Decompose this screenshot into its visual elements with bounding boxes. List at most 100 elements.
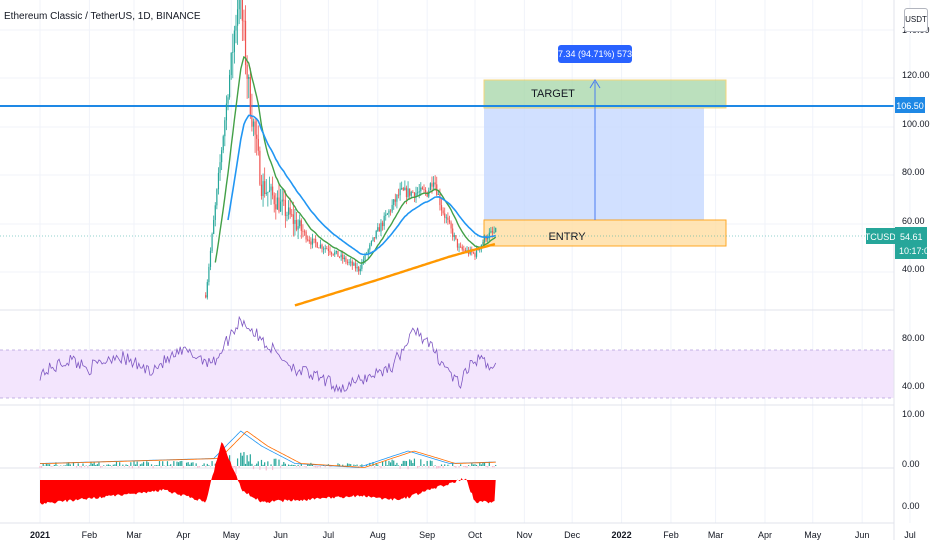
candle-body <box>270 186 272 191</box>
candle-body <box>340 254 342 258</box>
candle-body <box>307 239 309 241</box>
currency-button[interactable]: USDT <box>904 8 928 32</box>
candle-body <box>268 190 271 192</box>
macd-histogram-bar <box>259 466 261 470</box>
candle-body <box>450 222 452 229</box>
macd-histogram-bar <box>238 466 240 468</box>
time-axis-label: Aug <box>370 530 386 540</box>
macd-histogram-bar <box>249 454 251 466</box>
macd-histogram-bar <box>307 463 309 466</box>
macd-histogram-bar <box>58 466 60 467</box>
time-axis-label: Mar <box>708 530 724 540</box>
candle-body <box>372 237 374 241</box>
candle-body <box>380 222 382 232</box>
macd-histogram-bar <box>192 462 194 466</box>
macd-histogram-bar <box>170 464 172 466</box>
ema-fast-line <box>214 55 497 264</box>
candle-body <box>375 230 377 239</box>
macd-histogram-bar <box>279 466 282 469</box>
macd-histogram-bar <box>117 466 119 468</box>
candle-body <box>308 239 310 242</box>
candle-body <box>361 262 363 269</box>
macd-histogram-bar <box>311 464 314 466</box>
candle-body <box>305 231 307 240</box>
macd-histogram-bar <box>55 462 57 466</box>
macd-histogram-bar <box>453 466 455 467</box>
target-label: TARGET <box>531 88 575 100</box>
macd-histogram-bar <box>90 461 92 466</box>
macd-histogram-bar <box>135 464 137 466</box>
candle-body <box>407 188 409 198</box>
candle-body <box>404 187 406 191</box>
macd-histogram-bar <box>173 461 175 466</box>
rsi-axis[interactable]: 80.00 40.00 <box>902 333 925 391</box>
macd-histogram-bar <box>409 459 411 466</box>
macd-tick: 10.00 <box>902 409 925 419</box>
candle-body <box>316 242 318 248</box>
profit-zone[interactable] <box>484 108 704 220</box>
macd-histogram-bar <box>50 466 52 467</box>
candle-body <box>216 189 218 206</box>
candle-body <box>423 189 425 191</box>
candle-body <box>229 75 231 98</box>
symbol-title: Ethereum Classic / TetherUS, 1D, BINANCE <box>4 11 201 22</box>
price-tick: 60.00 <box>902 216 925 226</box>
macd-histogram-bar <box>458 466 460 468</box>
macd-histogram-bar <box>214 463 216 466</box>
macd-histogram-bar <box>63 465 65 466</box>
macd-histogram-bar <box>396 462 398 466</box>
macd-histogram-bar <box>155 465 157 466</box>
ticker-text: ETCUSDT <box>859 232 902 242</box>
candle-body <box>354 263 357 269</box>
candle-body <box>397 194 400 196</box>
macd-histogram-bar <box>265 466 267 471</box>
macd-histogram-bar <box>329 466 331 468</box>
target-box[interactable] <box>483 79 727 109</box>
macd-histogram-bar <box>112 464 114 466</box>
macd-histogram-bar <box>53 464 55 466</box>
macd-histogram-bar <box>141 463 143 466</box>
candle-body <box>213 219 215 234</box>
candle-body <box>257 138 259 151</box>
entry-box[interactable] <box>483 219 727 247</box>
candle-body <box>374 237 376 239</box>
candle-body <box>391 204 393 212</box>
candle-body <box>321 244 323 249</box>
macd-histogram-bar <box>369 462 371 466</box>
macd-histogram-bar <box>397 465 400 466</box>
macd-histogram-bar <box>248 461 250 466</box>
candle-body <box>385 214 387 216</box>
candle-body <box>299 220 301 227</box>
bottom-area <box>40 442 496 505</box>
candle-body <box>378 227 380 232</box>
candle-body <box>214 205 216 220</box>
time-axis-label: Jun <box>273 530 288 540</box>
candle-body <box>295 219 298 230</box>
time-axis-label: Apr <box>758 530 772 540</box>
candle-body <box>238 0 240 10</box>
macd-histogram-bar <box>460 464 462 466</box>
candle-body <box>445 217 447 219</box>
candle-body <box>394 199 396 202</box>
candle-body <box>335 250 337 253</box>
candle-body <box>209 250 212 267</box>
candle-body <box>453 235 455 237</box>
macd-axis[interactable]: 10.00 0.00 <box>902 409 925 469</box>
candle-body <box>348 261 350 263</box>
candle-body <box>460 246 462 248</box>
macd-histogram-bar <box>421 466 423 467</box>
candle-body <box>461 246 463 250</box>
macd-histogram-bar <box>418 466 420 468</box>
macd-histogram-bar <box>40 466 43 468</box>
macd-signal-line <box>40 430 496 468</box>
candle-body <box>337 250 339 257</box>
macd-histogram-bar <box>278 459 280 466</box>
time-axis[interactable]: 2021 Feb Mar Apr May Jun Jul Aug Sep Oct Nov Dec 202… <box>30 530 916 540</box>
candle-body <box>439 194 441 206</box>
macd-histogram-bar <box>401 463 403 466</box>
macd-histogram-bar <box>150 464 153 466</box>
macd-histogram-bar <box>447 464 449 466</box>
macd-histogram-bar <box>232 466 234 470</box>
bottom-axis[interactable]: 0.00 <box>902 501 920 511</box>
